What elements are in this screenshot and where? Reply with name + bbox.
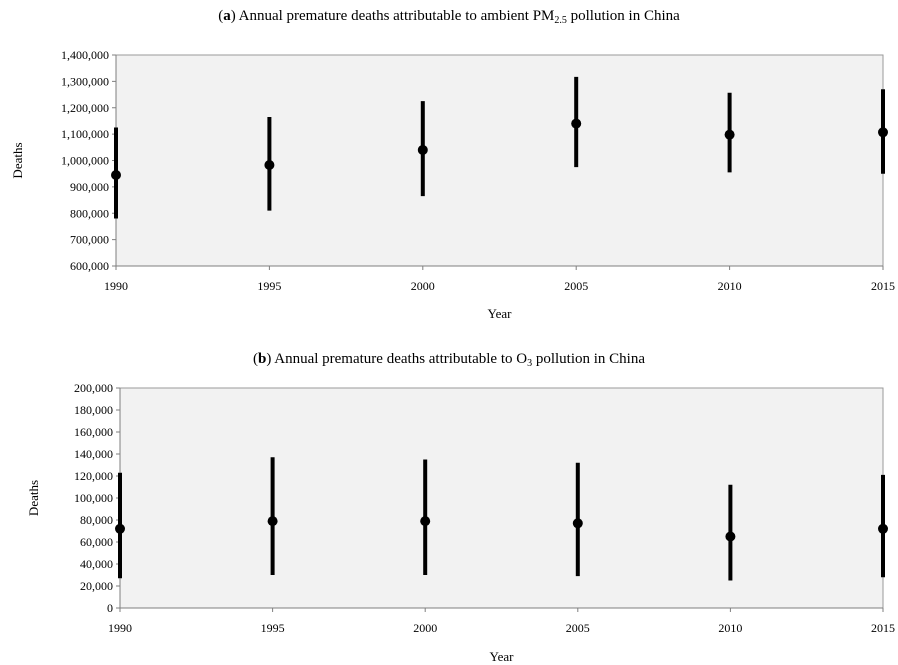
chart-a-y-tick-label: 1,000,000 <box>61 154 109 168</box>
chart-b-y-tick-label: 60,000 <box>80 535 113 549</box>
chart-b-y-axis-label: Deaths <box>26 480 41 516</box>
chart-b-x-tick-label: 2015 <box>871 621 895 635</box>
chart-a-plot-area <box>115 54 884 267</box>
chart-b-y-tick-label: 200,000 <box>74 381 113 395</box>
chart-a-panel-label: a <box>223 8 231 24</box>
chart-b-panel-label: b <box>257 351 267 367</box>
chart-a-y-tick-label: 800,000 <box>70 206 109 220</box>
chart-b-x-tick-label: 2010 <box>718 621 742 635</box>
chart-a-data-point <box>417 144 428 155</box>
chart-a-y-tick-label: 1,400,000 <box>61 48 109 62</box>
chart-a-data-point <box>111 170 121 181</box>
chart-a-x-tick-label: 1990 <box>104 279 128 293</box>
chart-a-title-main: Annual premature deaths attributable to … <box>238 8 555 24</box>
chart-a: 600,000 700,000 800,000 900,000 1,000,000 1,1… <box>10 48 895 321</box>
chart-a-x-tick-label: 1995 <box>257 279 281 293</box>
chart-a-x-tick-label: 2005 <box>564 279 588 293</box>
chart-b-title-tail: pollution in China <box>532 351 646 367</box>
chart-b-y-tick-label: 140,000 <box>74 447 113 461</box>
chart-b-x-tick-label: 2005 <box>566 621 590 635</box>
chart-a-y-tick-label: 1,300,000 <box>61 74 109 88</box>
chart-b-title-subscript: 3 <box>527 358 533 369</box>
chart-b-data-point <box>267 516 278 527</box>
chart-a-data-point <box>571 118 582 129</box>
chart-a-y-axis-label: Deaths <box>10 142 25 178</box>
chart-b-data-point <box>420 516 431 527</box>
chart-a-title: (a) Annual premature deaths attributable… <box>218 8 680 26</box>
chart-b-data-point <box>878 523 888 534</box>
chart-b-x-tick-label: 1990 <box>108 621 132 635</box>
chart-a-x-tick-label: 2015 <box>871 279 895 293</box>
chart-a-x-tick-label: 2010 <box>718 279 742 293</box>
chart-b-data-point <box>115 523 125 534</box>
chart-a-y-tick-label: 700,000 <box>70 233 109 247</box>
chart-a-data-point <box>878 127 888 138</box>
chart-a-x-axis-label: Year <box>488 306 513 321</box>
chart-a-y-tick-label: 600,000 <box>70 259 109 273</box>
chart-a-data-point <box>724 129 735 140</box>
chart-a-data-point <box>264 159 275 170</box>
chart-b-x-tick-label: 2000 <box>413 621 437 635</box>
chart-b-y-tick-label: 100,000 <box>74 491 113 505</box>
chart-b-title: (b) Annual premature deaths attributable… <box>252 351 646 369</box>
chart-b-y-tick-label: 80,000 <box>80 513 113 527</box>
chart-b-y-tick-label: 180,000 <box>74 403 113 417</box>
chart-b-x-axis-label: Year <box>490 649 515 664</box>
chart-a-x-tick-label: 2000 <box>411 279 435 293</box>
chart-a-title-tail: pollution in China <box>566 8 680 24</box>
chart-a-title-subscript: 2.5 <box>554 15 567 26</box>
chart-a-y-tick-label: 900,000 <box>70 180 109 194</box>
chart-b: 0 20,000 40,000 60,000 80,000 100,000 120,000 1… <box>26 381 895 664</box>
chart-b-y-tick-label: 120,000 <box>74 469 113 483</box>
chart-a-y-tick-label: 1,100,000 <box>61 127 109 141</box>
chart-b-plot-area <box>119 387 884 609</box>
chart-b-data-point <box>725 531 736 542</box>
chart-b-data-point <box>572 518 583 529</box>
chart-b-y-tick-label: 20,000 <box>80 579 113 593</box>
chart-b-y-tick-label: 0 <box>107 601 113 615</box>
chart-b-y-tick-label: 160,000 <box>74 425 113 439</box>
chart-b-x-tick-label: 1995 <box>261 621 285 635</box>
chart-a-y-tick-label: 1,200,000 <box>61 101 109 115</box>
chart-b-title-main: Annual premature deaths attributable to … <box>274 351 528 367</box>
chart-b-y-tick-label: 40,000 <box>80 557 113 571</box>
